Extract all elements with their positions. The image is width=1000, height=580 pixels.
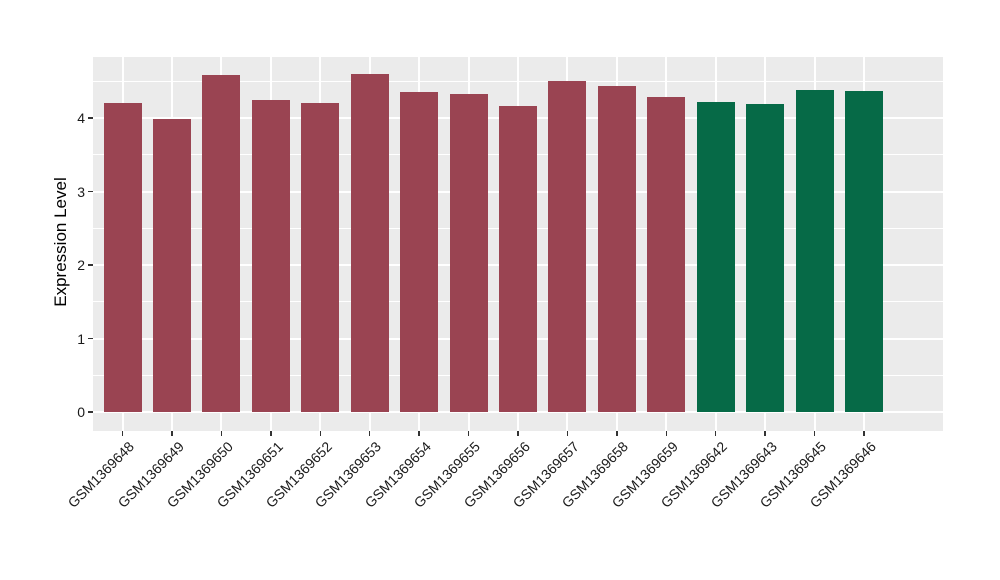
bar-GSM1369645 (795, 90, 834, 412)
y-tick-label: 0 (77, 404, 85, 420)
bar-GSM1369656 (499, 105, 537, 412)
y-tick-mark (88, 190, 93, 193)
bar-GSM1369650 (202, 74, 241, 412)
x-tick-mark (764, 431, 766, 436)
x-tick-mark (566, 431, 569, 436)
x-tick-mark (220, 431, 223, 436)
x-tick-mark (467, 431, 470, 436)
bar-GSM1369648 (103, 103, 142, 412)
y-tick-mark (88, 411, 93, 413)
y-tick-label: 4 (77, 110, 85, 126)
x-tick-mark (517, 431, 519, 436)
y-tick-mark (88, 117, 93, 119)
y-tick-mark (88, 264, 93, 266)
bar-GSM1369658 (597, 85, 636, 412)
x-tick-mark (813, 431, 816, 436)
y-tick-label: 2 (77, 257, 85, 273)
x-tick-mark (319, 431, 322, 436)
bar-GSM1369652 (301, 102, 340, 412)
bar-GSM1369655 (449, 94, 488, 412)
bar-GSM1369651 (251, 99, 290, 412)
x-tick-mark (863, 431, 865, 436)
bar-GSM1369642 (696, 101, 735, 412)
bar-GSM1369657 (548, 81, 587, 412)
bar-GSM1369654 (400, 91, 439, 412)
y-tick-label: 3 (77, 183, 85, 200)
bar-GSM1369646 (844, 90, 883, 412)
x-tick-mark (714, 431, 717, 436)
x-tick-mark (270, 431, 272, 436)
x-tick-mark (665, 431, 667, 436)
x-tick-mark (616, 431, 618, 436)
bar-GSM1369649 (153, 118, 192, 412)
y-tick-mark (88, 337, 93, 340)
x-tick-mark (171, 431, 173, 436)
x-tick-mark (418, 431, 420, 436)
plot-panel (93, 57, 943, 431)
bar-GSM1369659 (647, 96, 686, 412)
bar-GSM1369653 (350, 73, 389, 412)
x-tick-mark (121, 431, 124, 436)
x-tick-mark (368, 431, 371, 436)
y-tick-label: 1 (77, 330, 85, 347)
bar-GSM1369643 (746, 104, 785, 412)
